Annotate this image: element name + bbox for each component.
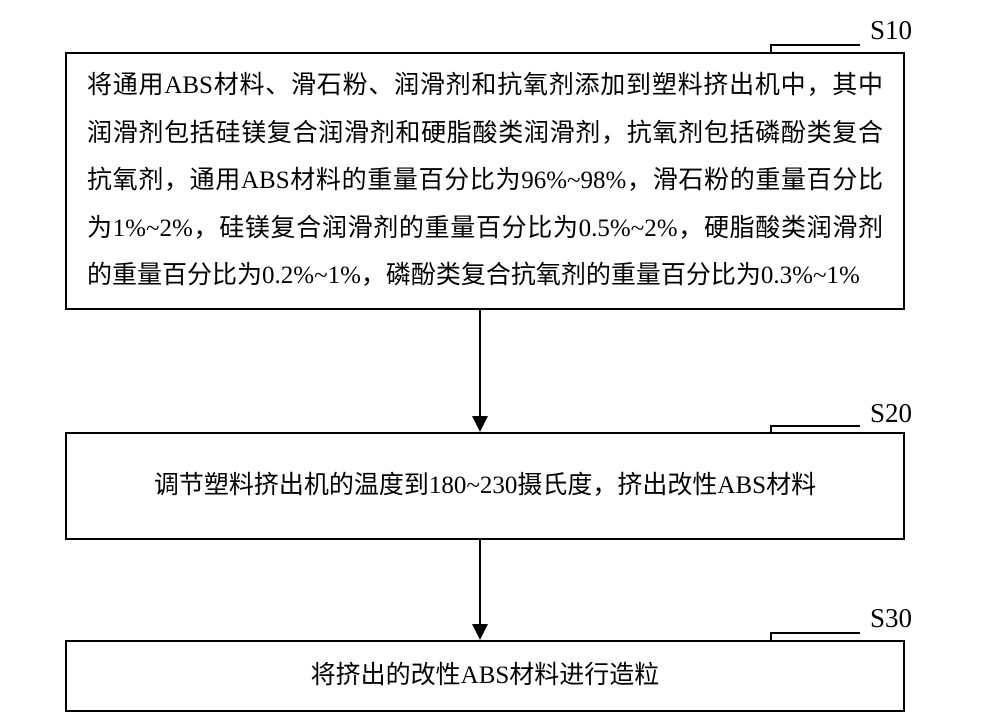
- leader-s10-h: [770, 44, 860, 46]
- step-box-s10: 将通用ABS材料、滑石粉、润滑剂和抗氧剂添加到塑料挤出机中，其中润滑剂包括硅镁复…: [65, 52, 905, 310]
- step-label-s10: S10: [870, 15, 912, 46]
- step-box-s20: 调节塑料挤出机的温度到180~230摄氏度，挤出改性ABS材料: [65, 432, 905, 540]
- arrow-1-head: [472, 416, 488, 432]
- step-text-s10: 将通用ABS材料、滑石粉、润滑剂和抗氧剂添加到塑料挤出机中，其中润滑剂包括硅镁复…: [87, 62, 883, 300]
- step-text-s20: 调节塑料挤出机的温度到180~230摄氏度，挤出改性ABS材料: [87, 462, 883, 510]
- arrow-1-line: [479, 310, 481, 416]
- step-label-s20: S20: [870, 398, 912, 429]
- arrow-2-line: [479, 540, 481, 624]
- step-text-s30: 将挤出的改性ABS材料进行造粒: [87, 652, 883, 700]
- leader-s20-h: [770, 425, 860, 427]
- flowchart-canvas: S10 将通用ABS材料、滑石粉、润滑剂和抗氧剂添加到塑料挤出机中，其中润滑剂包…: [0, 0, 1000, 718]
- leader-s30-h: [770, 632, 860, 634]
- step-label-s30: S30: [870, 603, 912, 634]
- step-box-s30: 将挤出的改性ABS材料进行造粒: [65, 640, 905, 712]
- arrow-2-head: [472, 624, 488, 640]
